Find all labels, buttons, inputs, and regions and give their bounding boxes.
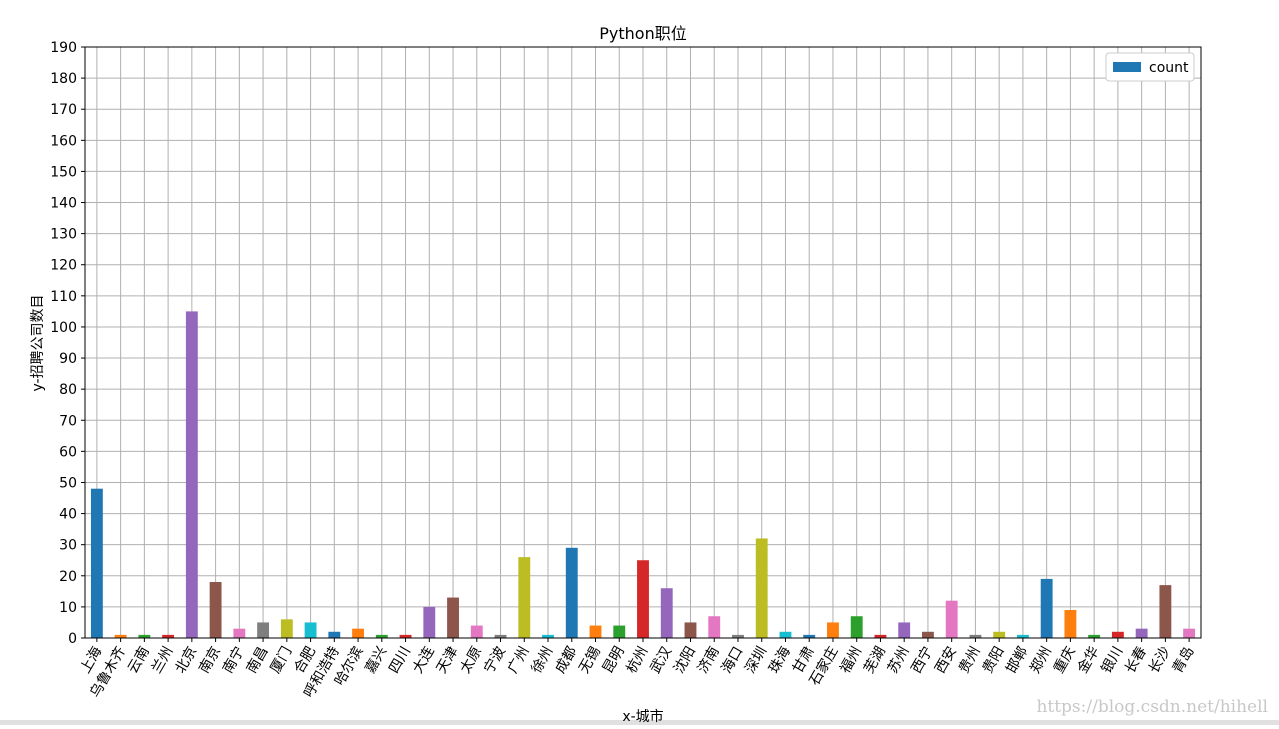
y-tick-label: 80: [59, 382, 77, 398]
y-tick-label: 30: [59, 538, 77, 554]
bar: [993, 631, 1006, 638]
bar: [613, 625, 626, 638]
bar: [1159, 585, 1172, 638]
bar: [922, 631, 934, 638]
y-tick-label: 0: [68, 631, 77, 647]
bar: [209, 582, 222, 638]
legend: count: [1105, 52, 1195, 82]
y-tick-label: 180: [50, 71, 77, 87]
bar: [447, 597, 459, 638]
y-tick-label: 40: [59, 507, 77, 523]
bar: [1040, 578, 1053, 638]
bar: [755, 538, 768, 638]
bar: [874, 634, 887, 638]
bar: [732, 634, 744, 638]
bar: [542, 634, 554, 638]
bar: [233, 628, 246, 638]
legend-label: count: [1149, 60, 1189, 76]
bar: [328, 631, 341, 638]
bar: [90, 488, 103, 638]
y-tick-label: 20: [59, 569, 77, 585]
y-axis-label: y-招聘公司数目: [30, 294, 46, 391]
bar: [684, 622, 697, 638]
bar: [280, 619, 293, 638]
y-tick-label: 90: [59, 351, 77, 367]
x-axis-label: x-城市: [622, 708, 663, 725]
y-tick-label: 140: [50, 196, 77, 212]
bar: [1088, 634, 1101, 638]
bar: [1064, 610, 1077, 638]
y-tick-label: 190: [50, 40, 77, 56]
y-tick-label: 100: [50, 320, 77, 336]
bar: [399, 634, 412, 638]
y-tick-label: 150: [50, 164, 77, 180]
bar: [827, 622, 839, 638]
bar: [1111, 631, 1124, 638]
y-tick-label: 120: [50, 258, 77, 274]
bar: [589, 625, 602, 638]
bar: [1016, 634, 1029, 638]
legend-swatch: [1113, 62, 1141, 72]
bar: [162, 634, 175, 638]
bar: [518, 557, 531, 638]
bar: [352, 628, 364, 638]
chart-title: Python职位: [599, 24, 686, 43]
bar: [850, 616, 863, 638]
y-tick-label: 170: [50, 102, 77, 118]
watermark: https://blog.csdn.net/hihell: [1036, 697, 1268, 717]
y-tick-label: 110: [50, 289, 77, 305]
bar: [138, 634, 151, 638]
bottom-strip: [0, 720, 1279, 725]
bar: [945, 600, 958, 638]
y-tick-label: 50: [59, 475, 77, 491]
bar: [969, 634, 982, 638]
y-tick-label: 60: [59, 444, 77, 460]
bar: [898, 622, 911, 638]
bar: [114, 634, 127, 638]
y-tick-label: 10: [59, 600, 77, 616]
bar: [470, 625, 483, 638]
bar: [1183, 628, 1196, 638]
bar: [708, 616, 721, 638]
bar: [257, 622, 270, 638]
bar: [375, 634, 388, 638]
bar: [803, 634, 816, 638]
bar: [660, 588, 673, 638]
bar: [565, 547, 578, 638]
bar: [423, 606, 436, 638]
bar: [185, 311, 198, 638]
y-tick-label: 130: [50, 227, 77, 243]
bar: [1135, 628, 1148, 638]
bar: [494, 634, 507, 638]
bar: [779, 631, 792, 638]
y-tick-label: 160: [50, 133, 77, 149]
legend-box: [1105, 52, 1195, 82]
bar: [304, 622, 317, 638]
y-tick-label: 70: [59, 413, 77, 429]
plot-frame: [84, 46, 1202, 639]
bar: [637, 560, 649, 638]
